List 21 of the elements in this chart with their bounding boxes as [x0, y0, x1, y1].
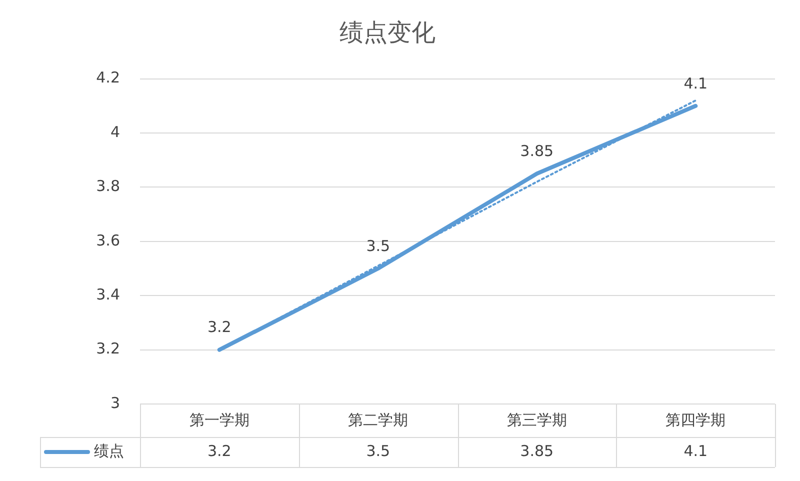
y-tick-label: 3.6	[96, 231, 120, 250]
text: 3.2	[207, 318, 232, 336]
text: 4.1	[684, 74, 708, 92]
x-tick-label: 第四学期	[666, 410, 726, 429]
y-tick-label: 4.2	[96, 68, 120, 87]
y-tick-label: 3.4	[96, 285, 120, 304]
chart-title: 绩点变化	[340, 18, 436, 47]
text: 3.5	[366, 236, 390, 255]
data-label: 3.5	[366, 442, 390, 460]
text: 3.85	[520, 142, 554, 160]
x-tick-label: 第一学期	[189, 410, 250, 429]
y-tick-label: 4	[110, 122, 120, 141]
y-tick-label: 3.2	[96, 340, 120, 358]
x-tick-label: 第二学期	[348, 410, 408, 429]
data-label: 4.1	[684, 442, 708, 460]
legend-label: 绩点	[94, 442, 124, 460]
data-label: 3.85	[520, 442, 554, 460]
x-tick-label: 第三学期	[506, 410, 567, 429]
y-tick-label: 3.8	[96, 177, 120, 196]
data-label: 3.2	[207, 442, 232, 460]
y-tick-label: 3	[110, 394, 120, 412]
